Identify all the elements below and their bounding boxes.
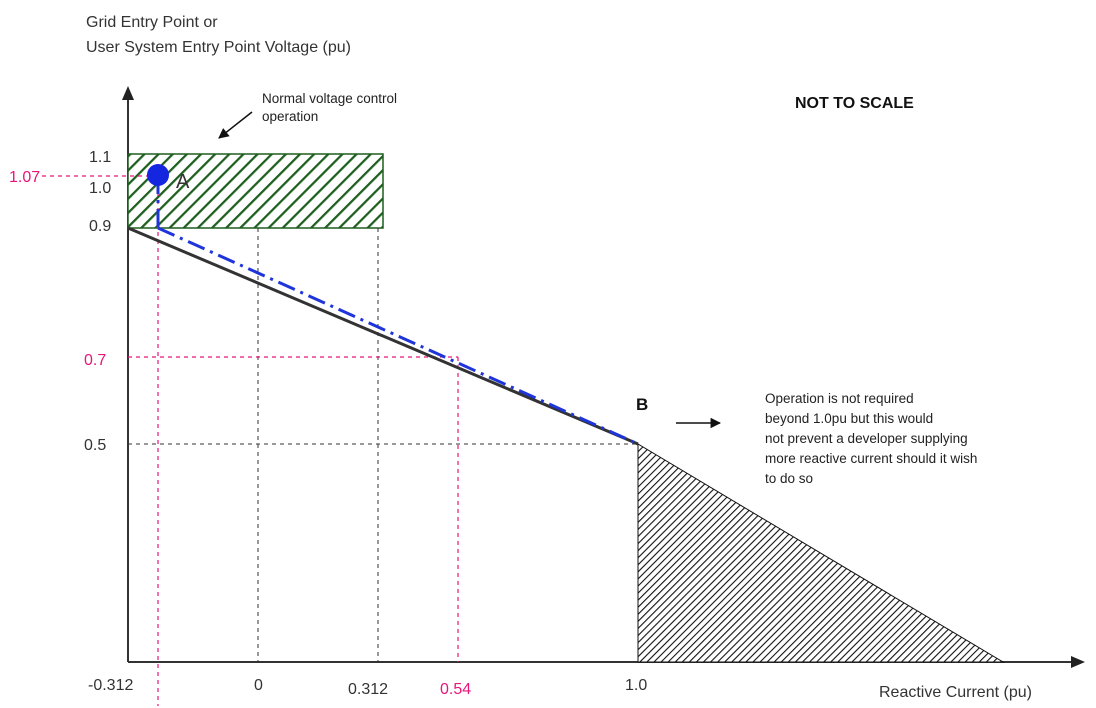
y-tick-0-9: 0.9 [89,218,111,235]
x-axis-title: Reactive Current (pu) [879,684,1032,701]
x-tick-neg0312: -0.312 [88,677,133,694]
point-a-label: A [176,171,190,193]
y-axis-arrow [122,86,134,100]
y-tick-0-7: 0.7 [84,352,106,369]
x-tick-1-0: 1.0 [625,677,647,694]
beyond-1pu-region [637,443,1005,663]
y-tick-1-1: 1.1 [89,149,111,166]
y-axis-title-line1: Grid Entry Point or [86,14,218,31]
note-line-5: to do so [765,471,813,486]
operating-line [157,226,639,446]
normal-control-arrow [218,111,253,139]
y-tick-1-0: 1.0 [89,180,111,197]
y-axis-title-line2: User System Entry Point Voltage (pu) [86,39,351,56]
point-b-label: B [636,395,648,414]
note-line-1: Operation is not required [765,391,914,406]
x-tick-0312: 0.312 [348,681,388,698]
normal-voltage-control-band [127,153,384,229]
x-axis-arrow [1071,656,1085,668]
normal-control-label-line2: operation [262,109,318,124]
not-to-scale-label: NOT TO SCALE [795,95,914,112]
y-tick-1-07: 1.07 [9,169,40,186]
note-line-3: not prevent a developer supplying [765,431,968,446]
characteristic-line [127,226,639,446]
note-line-2: beyond 1.0pu but this would [765,411,933,426]
note-line-4: more reactive current should it wish [765,451,977,466]
x-tick-054: 0.54 [440,681,471,698]
normal-control-label-line1: Normal voltage control [262,91,397,106]
x-tick-0: 0 [254,677,263,694]
point-a-marker [147,164,169,186]
y-tick-0-5: 0.5 [84,437,106,454]
